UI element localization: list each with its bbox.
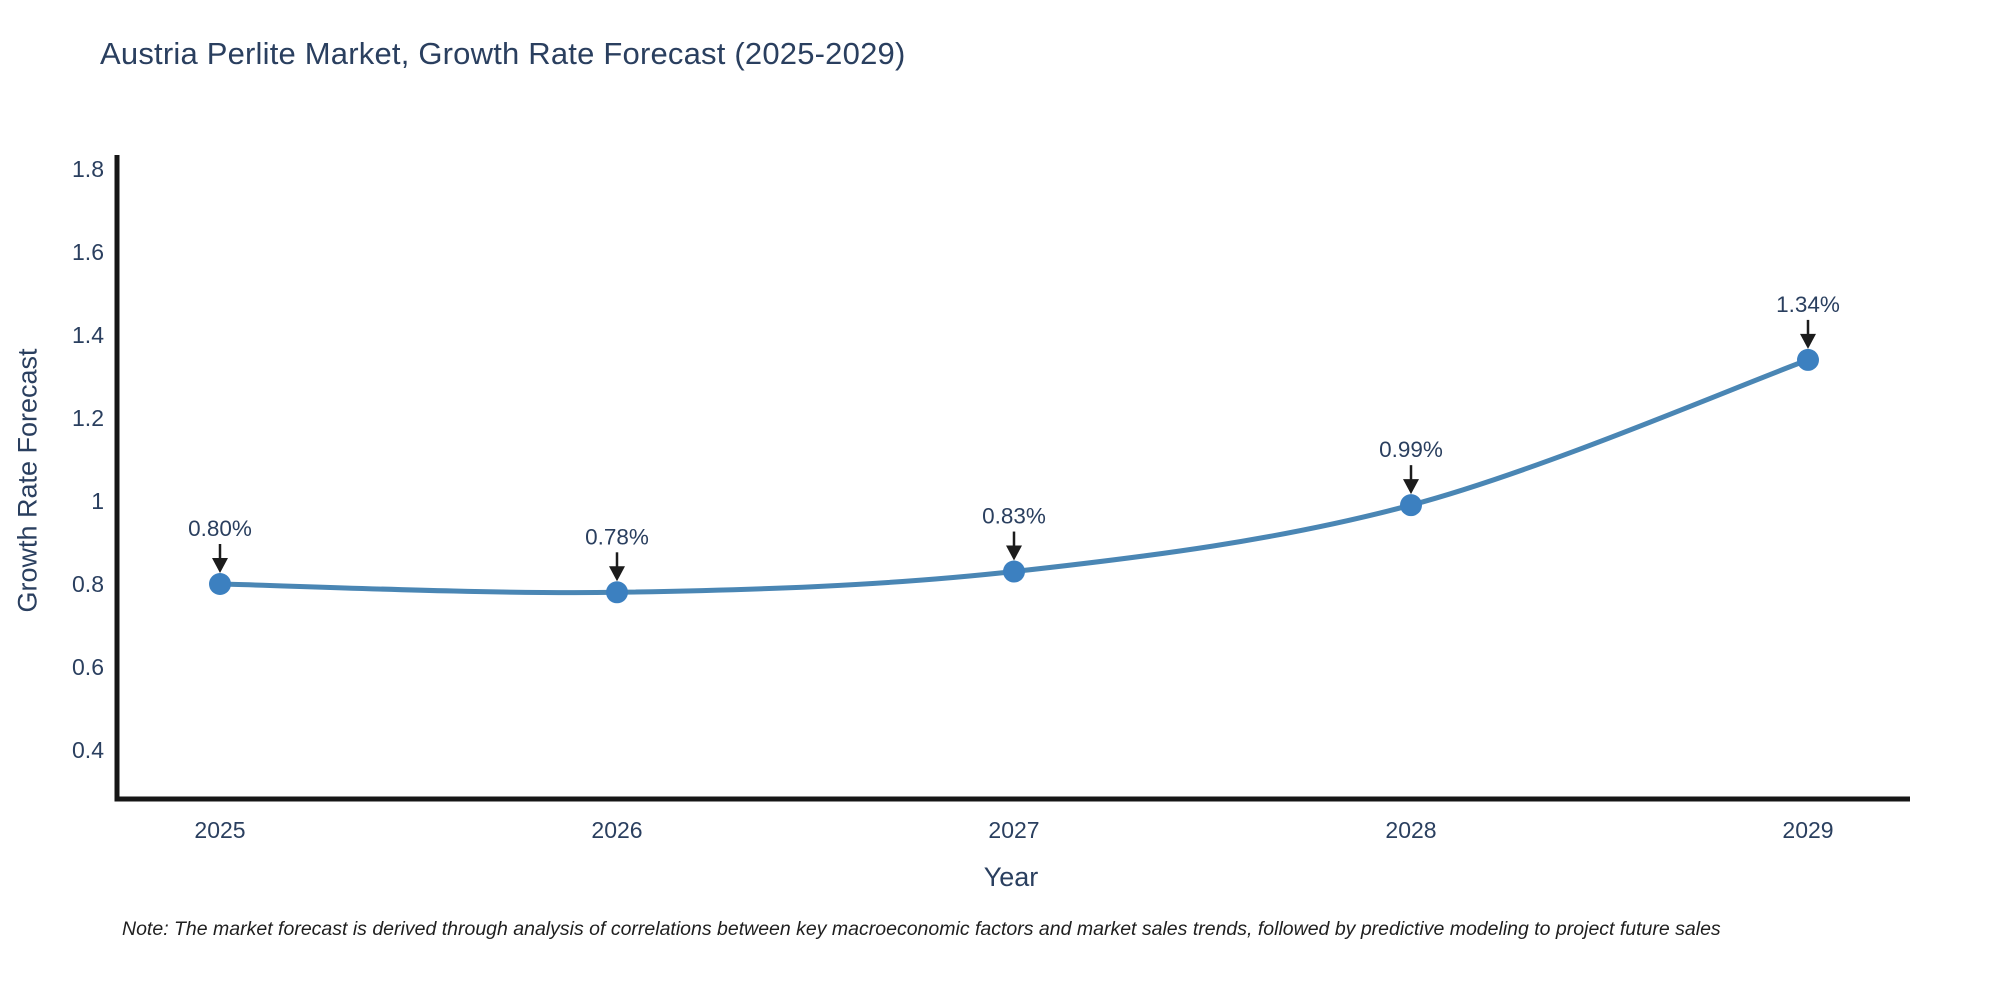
y-axis-title: Growth Rate Forecast bbox=[12, 348, 43, 613]
annotation-arrow-head bbox=[212, 558, 228, 573]
y-tick-label: 1.4 bbox=[72, 322, 104, 348]
x-tick-label: 2028 bbox=[1385, 817, 1436, 843]
y-tick-label: 1 bbox=[91, 488, 104, 514]
annotation-arrow-head bbox=[1006, 545, 1022, 561]
data-point-marker bbox=[1797, 348, 1819, 371]
y-tick-label: 1.8 bbox=[72, 156, 104, 182]
x-tick-label: 2029 bbox=[1782, 817, 1833, 843]
annotation-arrow-head bbox=[609, 566, 625, 582]
y-tick-label: 0.6 bbox=[72, 654, 104, 680]
data-point-marker bbox=[606, 581, 628, 604]
y-tick-label: 1.6 bbox=[72, 239, 104, 265]
y-tick-label: 1.2 bbox=[72, 405, 104, 431]
y-tick-label: 0.4 bbox=[72, 737, 104, 763]
data-point-label: 0.80% bbox=[188, 516, 252, 541]
x-tick-label: 2025 bbox=[194, 817, 245, 843]
data-point-label: 1.34% bbox=[1776, 292, 1840, 317]
footnote: Note: The market forecast is derived thr… bbox=[122, 918, 1721, 940]
data-point-label: 0.99% bbox=[1379, 437, 1443, 462]
data-point-label: 0.83% bbox=[982, 504, 1046, 529]
annotation-arrow-head bbox=[1403, 479, 1419, 495]
data-point-label: 0.78% bbox=[585, 524, 649, 549]
x-tick-label: 2026 bbox=[591, 817, 642, 843]
data-point-marker bbox=[1400, 494, 1422, 517]
x-tick-label: 2027 bbox=[988, 817, 1039, 843]
chart-title: Austria Perlite Market, Growth Rate Fore… bbox=[100, 36, 906, 71]
x-axis-title: Year bbox=[983, 862, 1039, 892]
y-tick-label: 0.8 bbox=[72, 571, 104, 597]
data-point-marker bbox=[209, 573, 231, 595]
annotation-arrow-head bbox=[1800, 333, 1816, 349]
data-point-marker bbox=[1003, 560, 1025, 583]
